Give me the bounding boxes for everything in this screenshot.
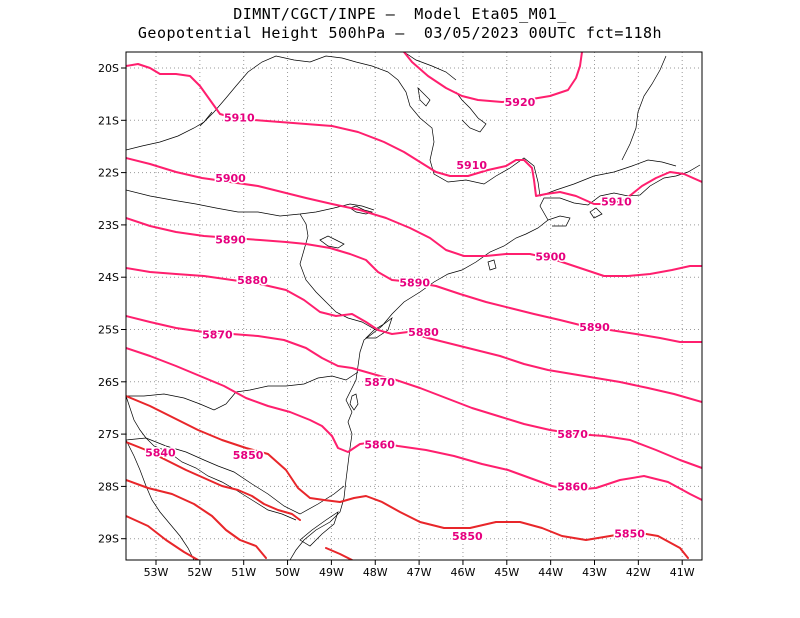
contour-5870 [126,315,702,469]
lat-tick-label: 26S [98,376,119,389]
contour-label-5890: 5890 [215,234,246,247]
lon-tick-label: 47W [407,566,432,579]
lat-tick-label: 23S [98,219,119,232]
river-tiete [417,86,431,107]
contour-labels: 5920 5910 5910 5910 5900 5900 5890 5890 5890 5880… [144,94,647,544]
lon-tick-label: 41W [670,566,695,579]
contour-label-5870: 5870 [364,376,395,389]
river-uruguay [145,437,297,521]
river-grande [455,91,487,133]
contour-label-5870: 5870 [202,329,233,342]
lat-tick-label: 25S [98,324,119,337]
contour-label-5890: 5890 [399,276,430,289]
contour-label-5900: 5900 [535,250,566,263]
contour-label-5860: 5860 [364,439,395,452]
contour-label-5880: 5880 [408,326,439,339]
border-misiones [126,395,147,439]
lagoa-dos-patos [299,511,339,547]
contour-label-5870: 5870 [557,428,588,441]
reservoir-sp [349,205,374,215]
contour-5850 [126,395,689,559]
lon-tick-label: 44W [538,566,563,579]
contour-label-5880: 5880 [237,274,268,287]
lon-tick-label: 46W [451,566,476,579]
coastline [289,164,701,560]
border-sp-pr [126,189,375,217]
border-ms-sp [199,55,389,127]
contour-label-5860: 5860 [557,480,588,493]
contour-label-5910: 5910 [456,159,487,172]
contour-label-5920: 5920 [505,96,536,109]
contour-label-5850: 5850 [452,530,483,543]
lat-tick-label: 28S [98,480,119,493]
lat-tick-label: 20S [98,62,119,75]
border-mg-go [403,52,457,81]
lat-tick-label: 24S [98,271,119,284]
lat-tick-label: 22S [98,167,119,180]
contour-5890 [126,217,702,343]
lon-tick-label: 52W [187,566,212,579]
lat-tick-label: 21S [98,114,119,127]
latitude-axis: 20S 21S 22S 23S 24S 25S 26S 27S 28S 29S [98,62,126,546]
contour-5900 [126,157,702,277]
contour-5820 [126,515,199,560]
contour-5910-north [126,63,702,205]
contour-label-5840: 5840 [145,446,176,459]
contour-5810 [325,547,353,560]
border-mg-rj [539,159,677,197]
contour-5880 [126,267,702,403]
border-pr-sc [126,371,359,411]
lon-tick-label: 49W [319,566,344,579]
border-mg-es [621,55,667,161]
lon-tick-label: 51W [231,566,256,579]
santa-catarina-island [349,393,359,411]
plot-frame [125,51,703,561]
lat-tick-label: 27S [98,428,119,441]
lon-tick-label: 43W [582,566,607,579]
river-paranapanema [299,213,377,331]
contour-5840 [126,441,301,521]
reservoir-pr [319,235,345,249]
lon-tick-label: 53W [144,566,169,579]
contour-label-5910: 5910 [224,112,255,125]
lon-tick-label: 50W [275,566,300,579]
contour-label-5900: 5900 [215,172,246,185]
guanabara-bay [589,207,603,219]
map-title-line1: DIMNT/CGCT/INPE – Model Eta05_M01_ [233,5,567,23]
graticule [126,52,702,560]
contour-5860 [126,347,702,501]
border-argentina [126,439,195,560]
contour-label-5850: 5850 [233,449,264,462]
map-title-line2: Geopotential Height 500hPa – 03/05/2023 … [137,24,663,42]
height-contours [126,52,702,560]
contour-label-5850: 5850 [614,527,645,540]
border-mg-sp [387,71,541,197]
contour-5920 [403,52,583,103]
contour-5830 [126,479,267,559]
sepetiba-bay [547,215,571,227]
border-sc-rs [126,437,345,515]
lon-tick-label: 45W [494,566,519,579]
longitude-axis: 53W 52W 51W 50W 49W 48W 47W 46W 45W 44W 43W 42W 41W [144,560,695,579]
contour-label-5910: 5910 [601,195,632,208]
lon-tick-label: 42W [626,566,651,579]
political-borders [126,52,701,560]
contour-label-5890: 5890 [579,321,610,334]
ilhabela-island [487,259,497,271]
border-ms-pr-paraguay [126,111,213,151]
paranagua-bay [365,317,393,339]
lat-tick-label: 29S [98,533,119,546]
lon-tick-label: 48W [363,566,388,579]
